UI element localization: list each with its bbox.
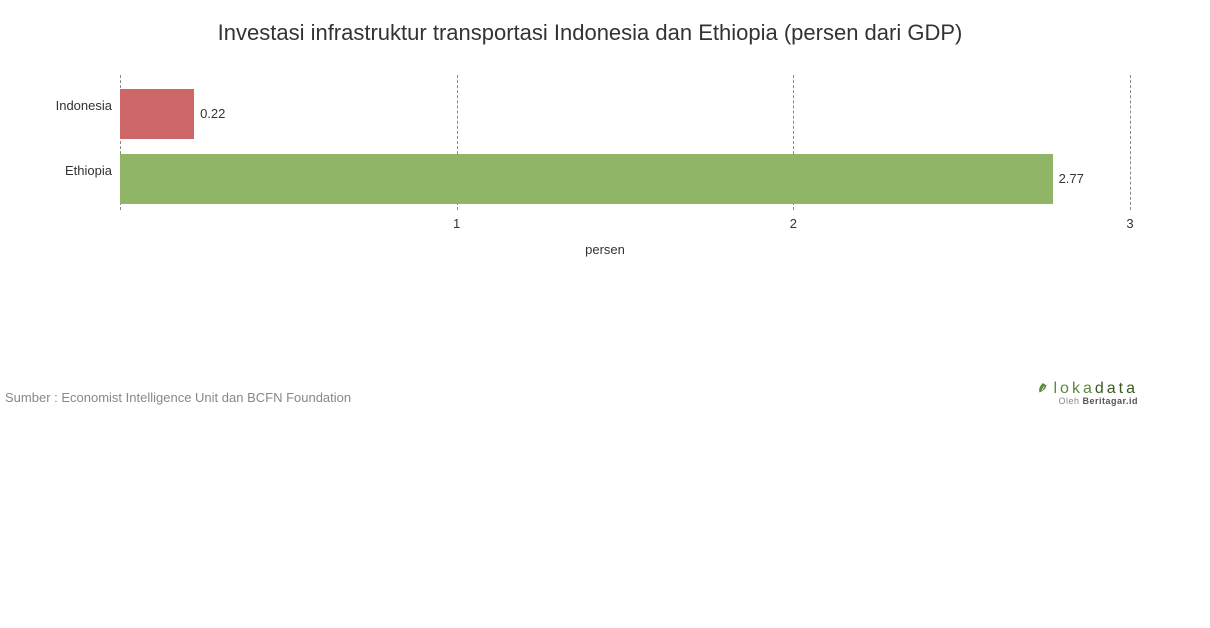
logo-sub: Oleh Beritagar.id [1036,396,1139,406]
chart-title: Investasi infrastruktur transportasi Ind… [0,20,1180,46]
leaf-icon [1036,382,1050,396]
bar-value-indonesia: 0.22 [200,106,225,121]
x-tick-1: 1 [453,216,460,231]
gridline-3 [1130,75,1131,210]
logo-sub-bold: Beritagar.id [1082,396,1138,406]
bar-ethiopia [120,154,1053,204]
x-tick-3: 3 [1126,216,1133,231]
bar-value-ethiopia: 2.77 [1059,171,1084,186]
bar-row-0: 0.22 [120,81,225,146]
source-text: Sumber : Economist Intelligence Unit dan… [5,390,351,405]
y-label-ethiopia: Ethiopia [12,163,112,178]
logo-sub-prefix: Oleh [1058,396,1082,406]
x-tick-2: 2 [790,216,797,231]
chart-container: Investasi infrastruktur transportasi Ind… [0,0,1210,628]
lokadata-logo: lokadata Oleh Beritagar.id [1036,380,1139,406]
y-label-indonesia: Indonesia [12,98,112,113]
plot-area: 0.22 2.77 [120,75,1130,210]
x-axis-label: persen [0,242,1210,257]
bar-indonesia [120,89,194,139]
bar-row-1: 2.77 [120,146,1084,211]
